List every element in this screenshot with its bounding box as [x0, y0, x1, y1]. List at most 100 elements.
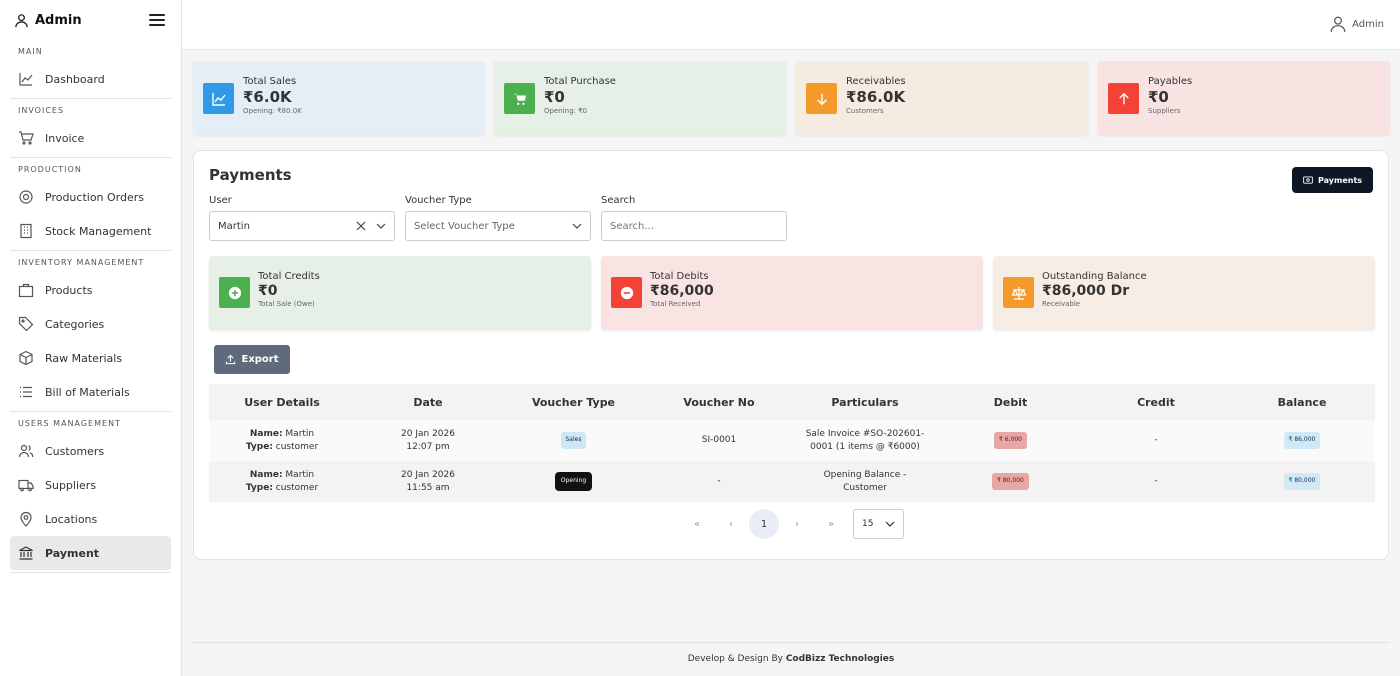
stat-sub: Customers	[846, 107, 884, 115]
next-page-button[interactable]: ›	[795, 518, 799, 530]
page-1-button[interactable]: 1	[749, 509, 779, 539]
sidebar-item-locations[interactable]: Locations	[0, 502, 181, 536]
sidebar-item-label: Raw Materials	[45, 351, 123, 365]
user-icon	[1330, 16, 1346, 32]
stat-card-payables: Payables ₹0 Suppliers	[1098, 61, 1390, 135]
sidebar-item-label: Invoice	[45, 131, 85, 145]
sidebar-item-label: Payment	[45, 546, 100, 560]
sidebar-item-payment[interactable]: Payment	[10, 536, 171, 570]
stat-label: Total Purchase	[544, 76, 616, 87]
column-header[interactable]: Date	[355, 384, 501, 420]
type-key: Type:	[245, 441, 273, 452]
user-name: Admin	[1352, 18, 1384, 30]
summary-value: ₹86,000	[650, 283, 714, 299]
summary-sub: Total Received	[650, 300, 701, 308]
particulars-line: 0001 (1 items @ ₹6000)	[810, 441, 920, 452]
last-page-button[interactable]: »	[827, 518, 835, 530]
briefcase-icon	[18, 283, 34, 298]
user-details-cell: Name: Martin Type: customer	[209, 461, 355, 502]
column-header[interactable]: Particulars	[792, 384, 938, 420]
voucher-type-placeholder: Select Voucher Type	[414, 220, 515, 232]
page-size-value: 15	[862, 519, 874, 529]
stat-value: ₹0	[1148, 88, 1169, 106]
summary-outstanding-balance: Outstanding Balance ₹86,000 Dr Receivabl…	[993, 256, 1375, 330]
footer-prefix: Develop & Design By	[687, 654, 786, 664]
sidebar-item-bill-of-materials[interactable]: Bill of Materials	[0, 375, 181, 409]
section-invoices: INVOICES	[18, 105, 65, 115]
chart-line-icon	[19, 73, 33, 86]
bank-icon	[19, 546, 33, 560]
voucher-no-cell: -	[646, 461, 792, 502]
stat-card-total-sales: Total Sales ₹6.0K Opening: ₹80.0K	[193, 61, 485, 135]
sidebar-header: Admin	[0, 0, 181, 40]
table-row[interactable]: Name: Martin Type: customer 20 Jan 2026 …	[209, 420, 1375, 461]
stat-value: ₹0	[544, 88, 565, 106]
first-page-button[interactable]: «	[693, 518, 701, 530]
page-title: Payments	[209, 166, 292, 184]
column-header[interactable]: Voucher Type	[501, 384, 646, 420]
search-label: Search	[601, 195, 636, 206]
prev-page-button[interactable]: ‹	[729, 518, 733, 530]
summary-value: ₹86,000 Dr	[1042, 283, 1130, 299]
column-header[interactable]: Credit	[1083, 384, 1229, 420]
user-menu[interactable]: Admin	[1329, 15, 1384, 33]
column-header[interactable]: User Details	[209, 384, 355, 420]
voucher-type-select[interactable]: Select Voucher Type	[405, 211, 591, 241]
payments-button-label: Payments	[1317, 175, 1363, 185]
search-input[interactable]	[601, 211, 787, 241]
sidebar-item-production-orders[interactable]: Production Orders	[0, 180, 181, 214]
column-header[interactable]: Voucher No	[646, 384, 792, 420]
sidebar-item-label: Production Orders	[45, 190, 145, 204]
chevron-down-icon	[376, 223, 386, 229]
column-header[interactable]: Balance	[1229, 384, 1375, 420]
hamburger-menu-icon[interactable]	[149, 14, 165, 26]
voucher-type-badge: Sales	[560, 432, 587, 449]
map-pin-icon	[20, 511, 32, 527]
brand-name: Admin	[35, 12, 82, 28]
sidebar-item-label: Bill of Materials	[45, 385, 130, 399]
sidebar-item-dashboard[interactable]: Dashboard	[0, 62, 181, 96]
user-select[interactable]: Martin	[209, 211, 395, 241]
sidebar-item-raw-materials[interactable]: Raw Materials	[0, 341, 181, 375]
topbar: Admin	[182, 0, 1400, 50]
arrow-up-icon	[1108, 83, 1139, 114]
sidebar-item-suppliers[interactable]: Suppliers	[0, 468, 181, 502]
page-size-select[interactable]: 15	[853, 509, 904, 539]
date-cell: 20 Jan 2026 12:07 pm	[355, 420, 501, 461]
balance-badge: ₹ 86,000	[1283, 432, 1321, 449]
gear-icon	[19, 190, 33, 204]
clear-icon[interactable]	[356, 221, 366, 231]
summary-total-credits: Total Credits ₹0 Total Sale (Owe)	[209, 256, 591, 330]
sidebar-item-label: Stock Management	[45, 224, 152, 238]
stat-label: Payables	[1148, 76, 1193, 87]
debit-badge: ₹ 80,000	[992, 473, 1029, 490]
sidebar-item-products[interactable]: Products	[0, 273, 181, 307]
particulars-cell: Sale Invoice #SO-202601- 0001 (1 items @…	[792, 420, 938, 461]
user-filter-label: User	[209, 195, 232, 206]
voucher-type-cell: Opening	[501, 461, 646, 502]
footer-company[interactable]: CodBizz Technologies	[785, 654, 895, 664]
sidebar-item-categories[interactable]: Categories	[0, 307, 181, 341]
sidebar-item-invoice[interactable]: Invoice	[0, 121, 181, 155]
debit-badge: ₹ 6,000	[994, 432, 1027, 449]
balance-cell: ₹ 86,000	[1229, 420, 1375, 461]
payments-button[interactable]: Payments	[1292, 167, 1373, 193]
credit-cell: -	[1083, 420, 1229, 461]
sidebar-item-stock-management[interactable]: Stock Management	[0, 214, 181, 248]
sidebar-item-label: Suppliers	[45, 478, 97, 492]
building-icon	[20, 223, 32, 239]
section-production: PRODUCTION	[18, 164, 82, 174]
date: 20 Jan 2026	[401, 428, 455, 439]
column-header[interactable]: Debit	[938, 384, 1083, 420]
table-row[interactable]: Name: Martin Type: customer 20 Jan 2026 …	[209, 461, 1375, 502]
sidebar-item-customers[interactable]: Customers	[0, 434, 181, 468]
cash-icon	[1303, 176, 1313, 184]
debit-cell: ₹ 80,000	[938, 461, 1083, 502]
export-button[interactable]: Export	[214, 345, 290, 374]
summary-label: Total Debits	[650, 271, 709, 282]
sidebar-item-label: Dashboard	[45, 72, 105, 86]
particulars-cell: Opening Balance - Customer	[792, 461, 938, 502]
particulars-line: Opening Balance -	[823, 469, 907, 480]
chart-line-icon	[203, 83, 234, 114]
stat-label: Total Sales	[243, 76, 297, 87]
